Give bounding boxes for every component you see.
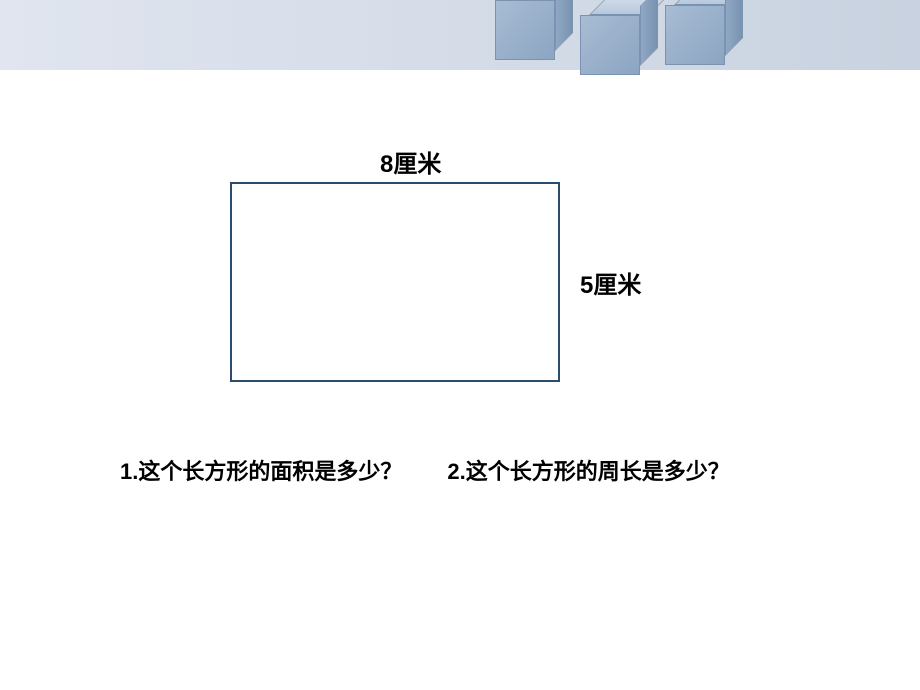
- question-2: 2.这个长方形的周长是多少？: [447, 454, 729, 486]
- rectangle-diagram: [230, 182, 560, 382]
- cube-icon: [495, 0, 570, 65]
- questions-row: 1.这个长方形的面积是多少？ 2.这个长方形的周长是多少？: [120, 454, 730, 486]
- cube-icon: [665, 0, 740, 70]
- width-label: 8厘米: [380, 144, 441, 179]
- cube-icon: [580, 5, 655, 80]
- header-banner: [0, 0, 920, 70]
- cube-decoration: [495, 0, 740, 65]
- question-1: 1.这个长方形的面积是多少？: [120, 454, 402, 486]
- height-label: 5厘米: [580, 265, 641, 300]
